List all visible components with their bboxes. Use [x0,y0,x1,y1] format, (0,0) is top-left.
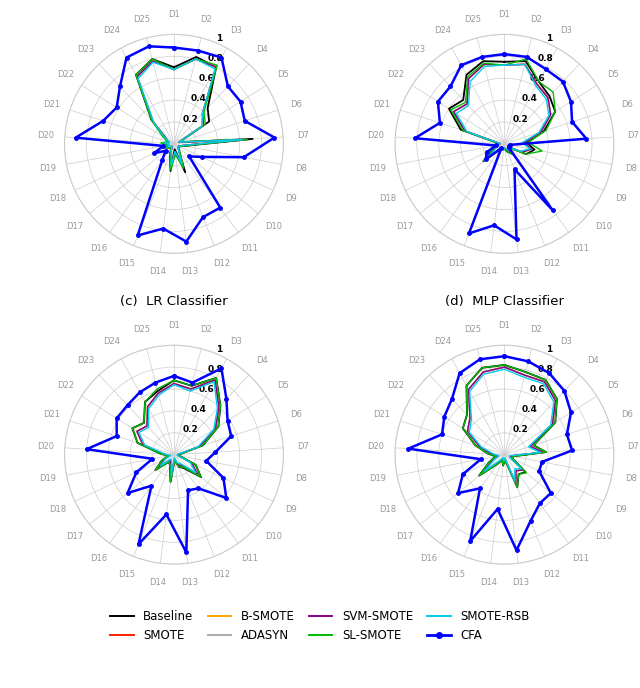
Legend: Baseline, SMOTE, B-SMOTE, ADASYN, SVM-SMOTE, SL-SMOTE, SMOTE-RSB, CFA: Baseline, SMOTE, B-SMOTE, ADASYN, SVM-SM… [104,604,536,648]
Title: (c)  LR Classifier: (c) LR Classifier [120,294,228,308]
Title: (d)  MLP Classifier: (d) MLP Classifier [445,294,564,308]
